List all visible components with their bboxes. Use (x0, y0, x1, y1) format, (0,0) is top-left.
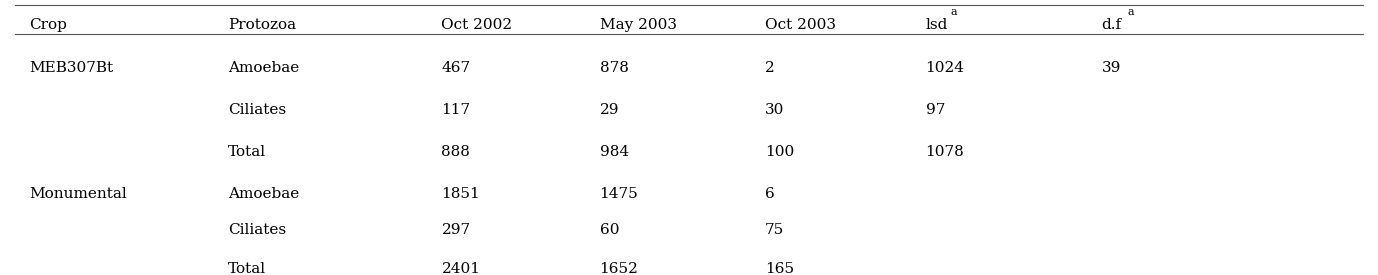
Text: 984: 984 (599, 145, 628, 159)
Text: Total: Total (229, 262, 266, 275)
Text: Amoebae: Amoebae (229, 61, 299, 75)
Text: d.f: d.f (1101, 18, 1122, 32)
Text: 75: 75 (765, 223, 784, 236)
Text: Monumental: Monumental (29, 187, 127, 201)
Text: 6: 6 (765, 187, 774, 201)
Text: 1652: 1652 (599, 262, 638, 275)
Text: 1078: 1078 (926, 145, 965, 159)
Text: 2: 2 (765, 61, 774, 75)
Text: Ciliates: Ciliates (229, 103, 287, 117)
Text: a: a (951, 7, 958, 17)
Text: 165: 165 (765, 262, 794, 275)
Text: 2401: 2401 (441, 262, 481, 275)
Text: 29: 29 (599, 103, 619, 117)
Text: 39: 39 (1101, 61, 1120, 75)
Text: Protozoa: Protozoa (229, 18, 296, 32)
Text: 888: 888 (441, 145, 470, 159)
Text: 1475: 1475 (599, 187, 638, 201)
Text: Total: Total (229, 145, 266, 159)
Text: 1024: 1024 (926, 61, 965, 75)
Text: Oct 2003: Oct 2003 (765, 18, 835, 32)
Text: 97: 97 (926, 103, 945, 117)
Text: 100: 100 (765, 145, 794, 159)
Text: 60: 60 (599, 223, 619, 236)
Text: lsd: lsd (926, 18, 948, 32)
Text: a: a (1127, 7, 1134, 17)
Text: Crop: Crop (29, 18, 66, 32)
Text: 467: 467 (441, 61, 470, 75)
Text: 878: 878 (599, 61, 628, 75)
Text: Ciliates: Ciliates (229, 223, 287, 236)
Text: 30: 30 (765, 103, 784, 117)
Text: 297: 297 (441, 223, 470, 236)
Text: Oct 2002: Oct 2002 (441, 18, 513, 32)
Text: May 2003: May 2003 (599, 18, 677, 32)
Text: 117: 117 (441, 103, 470, 117)
Text: 1851: 1851 (441, 187, 480, 201)
Text: MEB307Bt: MEB307Bt (29, 61, 113, 75)
Text: Amoebae: Amoebae (229, 187, 299, 201)
